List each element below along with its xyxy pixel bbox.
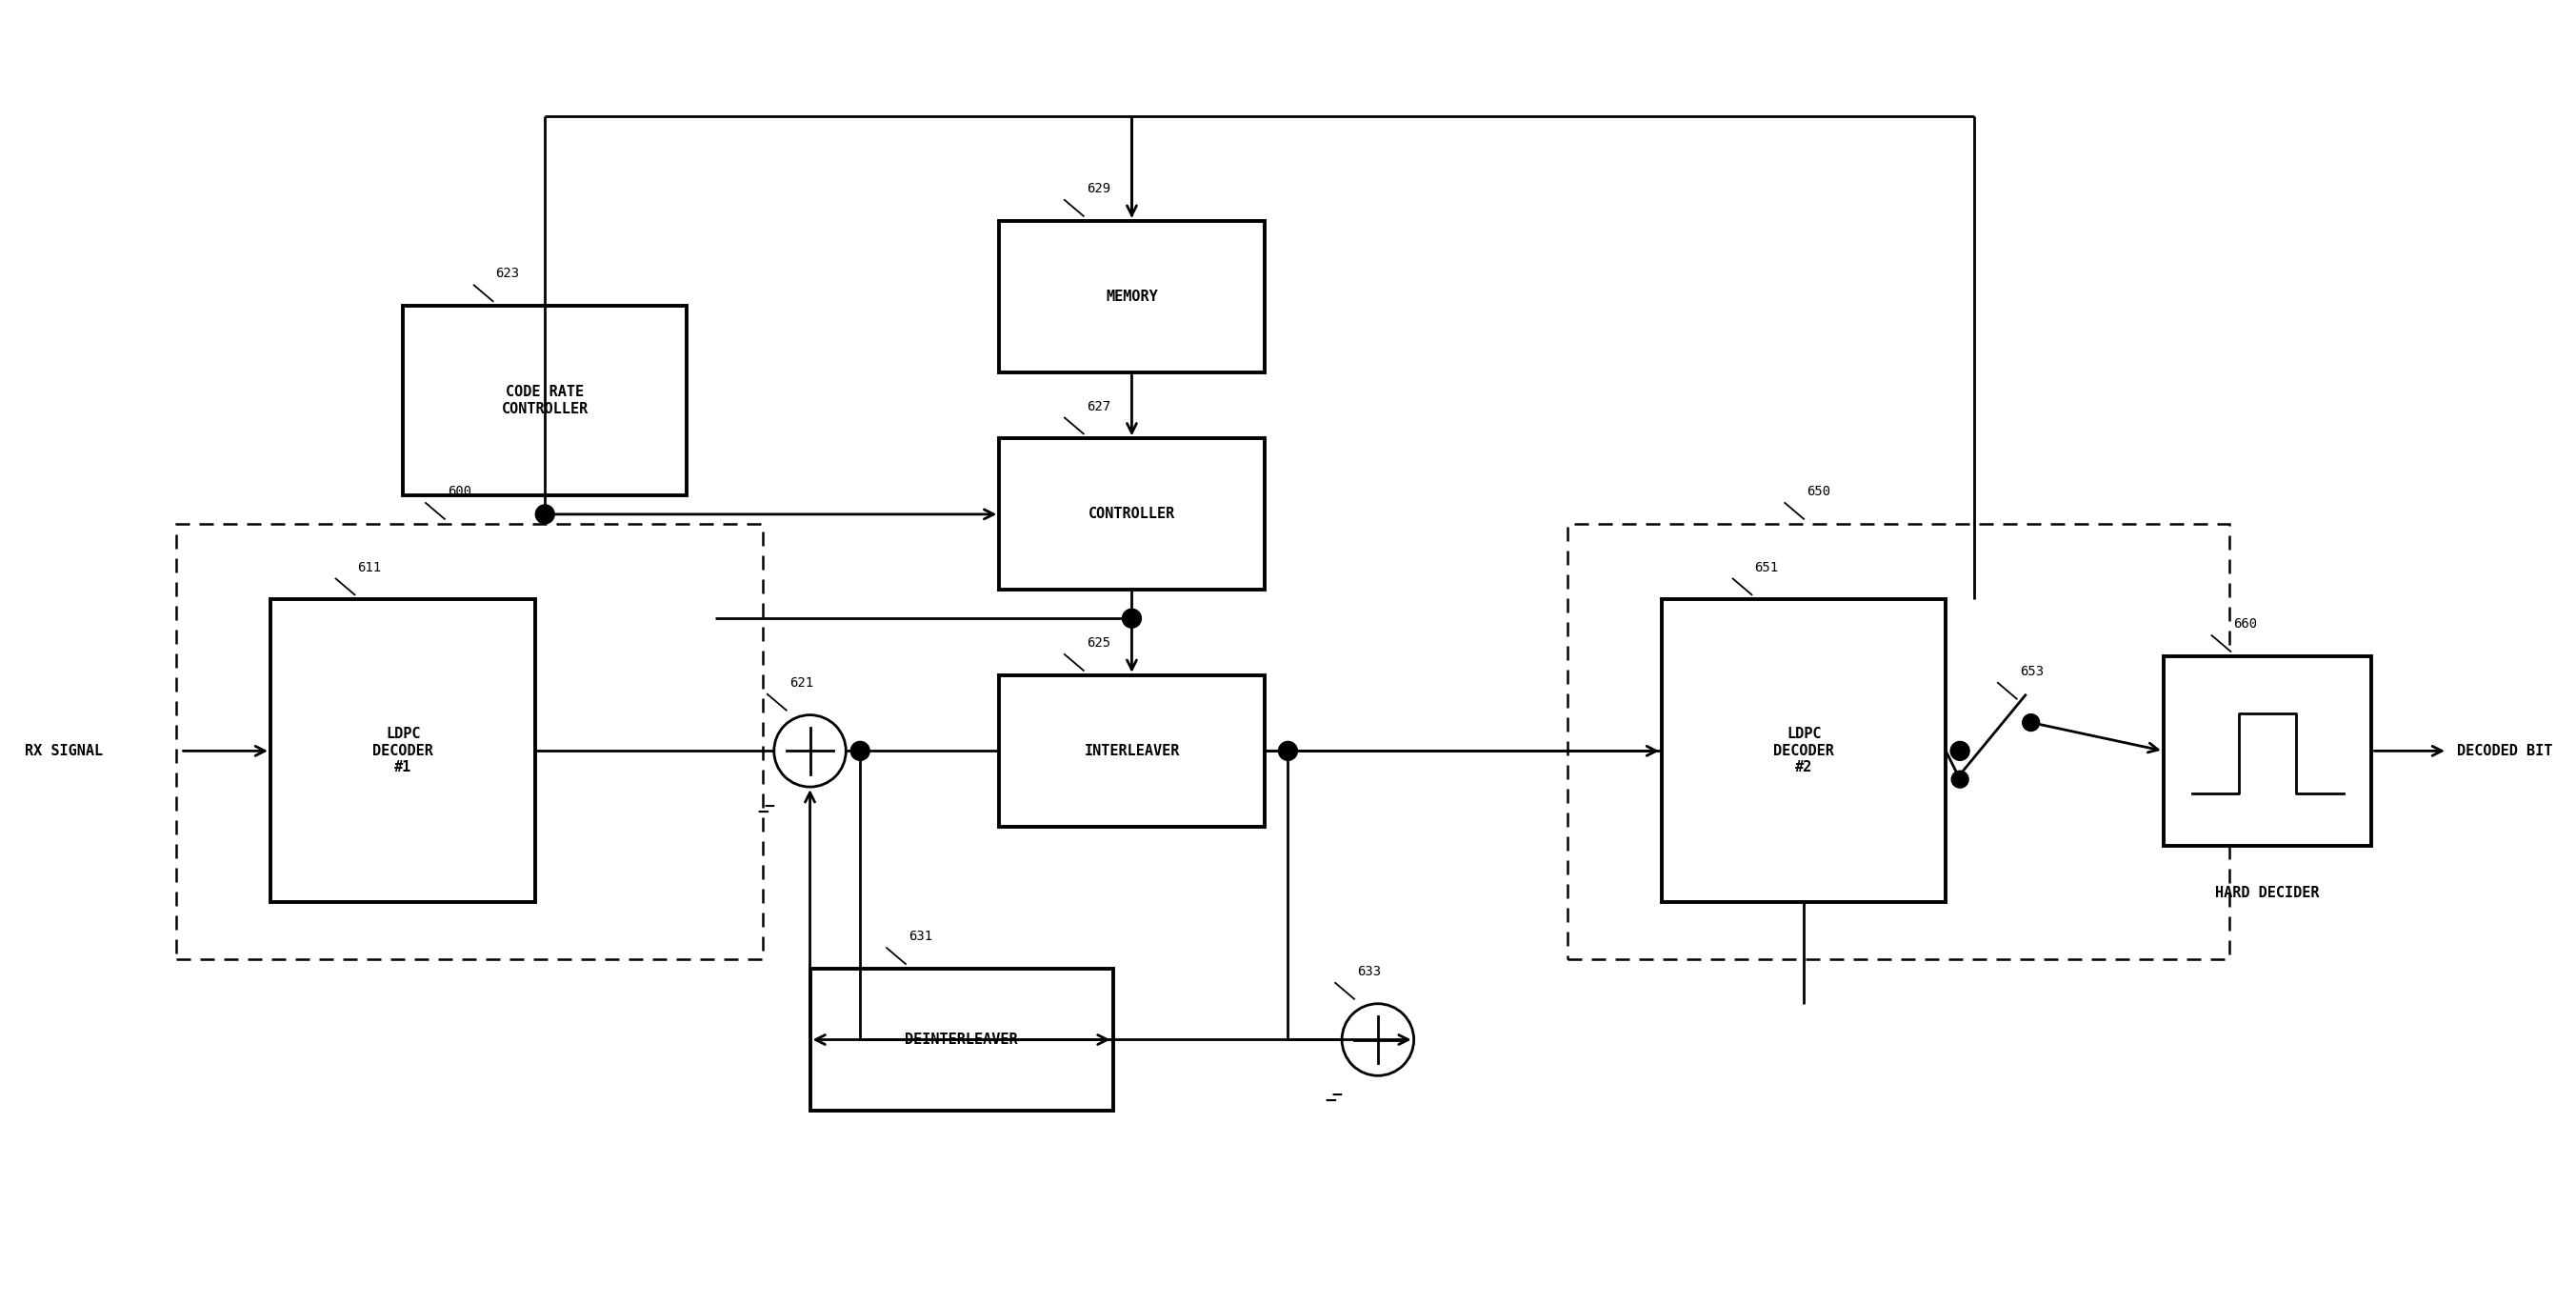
- Text: 629: 629: [1087, 181, 1110, 196]
- Text: 650: 650: [1806, 485, 1832, 498]
- Bar: [999, 675, 1265, 827]
- Circle shape: [1278, 742, 1298, 760]
- Text: LDPC
DECODER
#1: LDPC DECODER #1: [374, 728, 433, 775]
- Text: 623: 623: [495, 267, 520, 280]
- Bar: [175, 524, 762, 960]
- Text: −: −: [765, 798, 775, 815]
- Bar: [999, 438, 1265, 589]
- Bar: [402, 306, 688, 496]
- Circle shape: [1950, 742, 1971, 760]
- Text: −: −: [757, 803, 768, 822]
- Text: 621: 621: [788, 675, 814, 690]
- Text: CONTROLLER: CONTROLLER: [1087, 507, 1175, 522]
- Circle shape: [1123, 609, 1141, 627]
- Circle shape: [850, 742, 871, 760]
- Text: 631: 631: [909, 930, 933, 943]
- Text: RX SIGNAL: RX SIGNAL: [23, 743, 103, 758]
- Text: INTERLEAVER: INTERLEAVER: [1084, 743, 1180, 758]
- Text: MEMORY: MEMORY: [1105, 289, 1157, 304]
- Text: 653: 653: [2020, 665, 2043, 678]
- Text: −: −: [1324, 1091, 1337, 1110]
- Text: 625: 625: [1087, 636, 1110, 649]
- Text: DECODED BIT: DECODED BIT: [2458, 743, 2553, 758]
- Bar: [999, 220, 1265, 372]
- Text: 600: 600: [448, 485, 471, 498]
- Circle shape: [536, 505, 554, 524]
- Bar: [270, 600, 536, 902]
- Bar: [809, 969, 1113, 1111]
- Bar: [2164, 656, 2372, 845]
- Circle shape: [1953, 771, 1968, 788]
- Text: 611: 611: [358, 561, 381, 574]
- Bar: [1566, 524, 2231, 960]
- Text: LDPC
DECODER
#2: LDPC DECODER #2: [1772, 728, 1834, 775]
- Text: 627: 627: [1087, 399, 1110, 413]
- Circle shape: [2022, 715, 2040, 732]
- Text: 651: 651: [1754, 561, 1777, 574]
- Text: 633: 633: [1358, 965, 1381, 978]
- Text: DEINTERLEAVER: DEINTERLEAVER: [904, 1033, 1018, 1047]
- Bar: [1662, 600, 1945, 902]
- Text: CODE RATE
CONTROLLER: CODE RATE CONTROLLER: [502, 385, 587, 416]
- Text: −: −: [1332, 1088, 1342, 1104]
- Text: 660: 660: [2233, 617, 2257, 631]
- Text: HARD DECIDER: HARD DECIDER: [2215, 885, 2321, 900]
